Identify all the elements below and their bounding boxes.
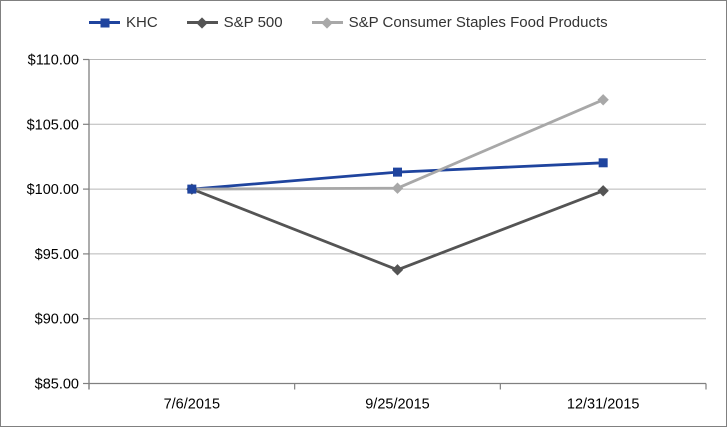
legend-item-sp500: S&P 500	[186, 14, 283, 31]
sp500-diamond-marker-icon	[196, 16, 208, 29]
y-axis-label: $105.00	[27, 117, 79, 133]
series-marker-s-p-consumer-staples-food-products	[391, 182, 404, 194]
sp500-line-swatch	[186, 16, 218, 29]
staples-diamond-marker-icon	[321, 16, 333, 29]
y-axis-label: $95.00	[35, 247, 79, 263]
staples-line-swatch	[311, 16, 343, 29]
series-line-s-p-500	[191, 187, 604, 272]
legend-item-staples: S&P Consumer Staples Food Products	[311, 14, 608, 31]
series-marker-s-p-500	[597, 185, 609, 197]
series-marker-khc	[598, 158, 608, 168]
legend-label-staples: S&P Consumer Staples Food Products	[348, 14, 608, 31]
legend-label-khc: KHC	[126, 14, 158, 31]
x-axis-label: 7/6/2015	[164, 397, 220, 413]
series-marker-s-p-500	[391, 264, 404, 276]
legend-label-sp500: S&P 500	[223, 14, 283, 31]
x-axis-label: 12/31/2015	[567, 397, 640, 413]
y-axis-label: $100.00	[27, 182, 79, 198]
y-axis-label: $85.00	[35, 377, 79, 393]
series-marker-s-p-consumer-staples-food-products	[597, 94, 609, 106]
legend-item-khc: KHC	[89, 15, 158, 30]
y-axis-label: $110.00	[28, 53, 79, 69]
x-axis-label: 9/25/2015	[365, 397, 430, 413]
series-marker-khc	[187, 184, 197, 194]
chart-legend: KHC S&P 500 S&P Consumer Staples Food Pr…	[89, 15, 608, 30]
khc-square-marker-icon	[100, 18, 109, 27]
series-marker-khc	[393, 167, 402, 177]
khc-line-swatch	[89, 18, 120, 27]
y-axis-label: $90.00	[35, 312, 79, 328]
